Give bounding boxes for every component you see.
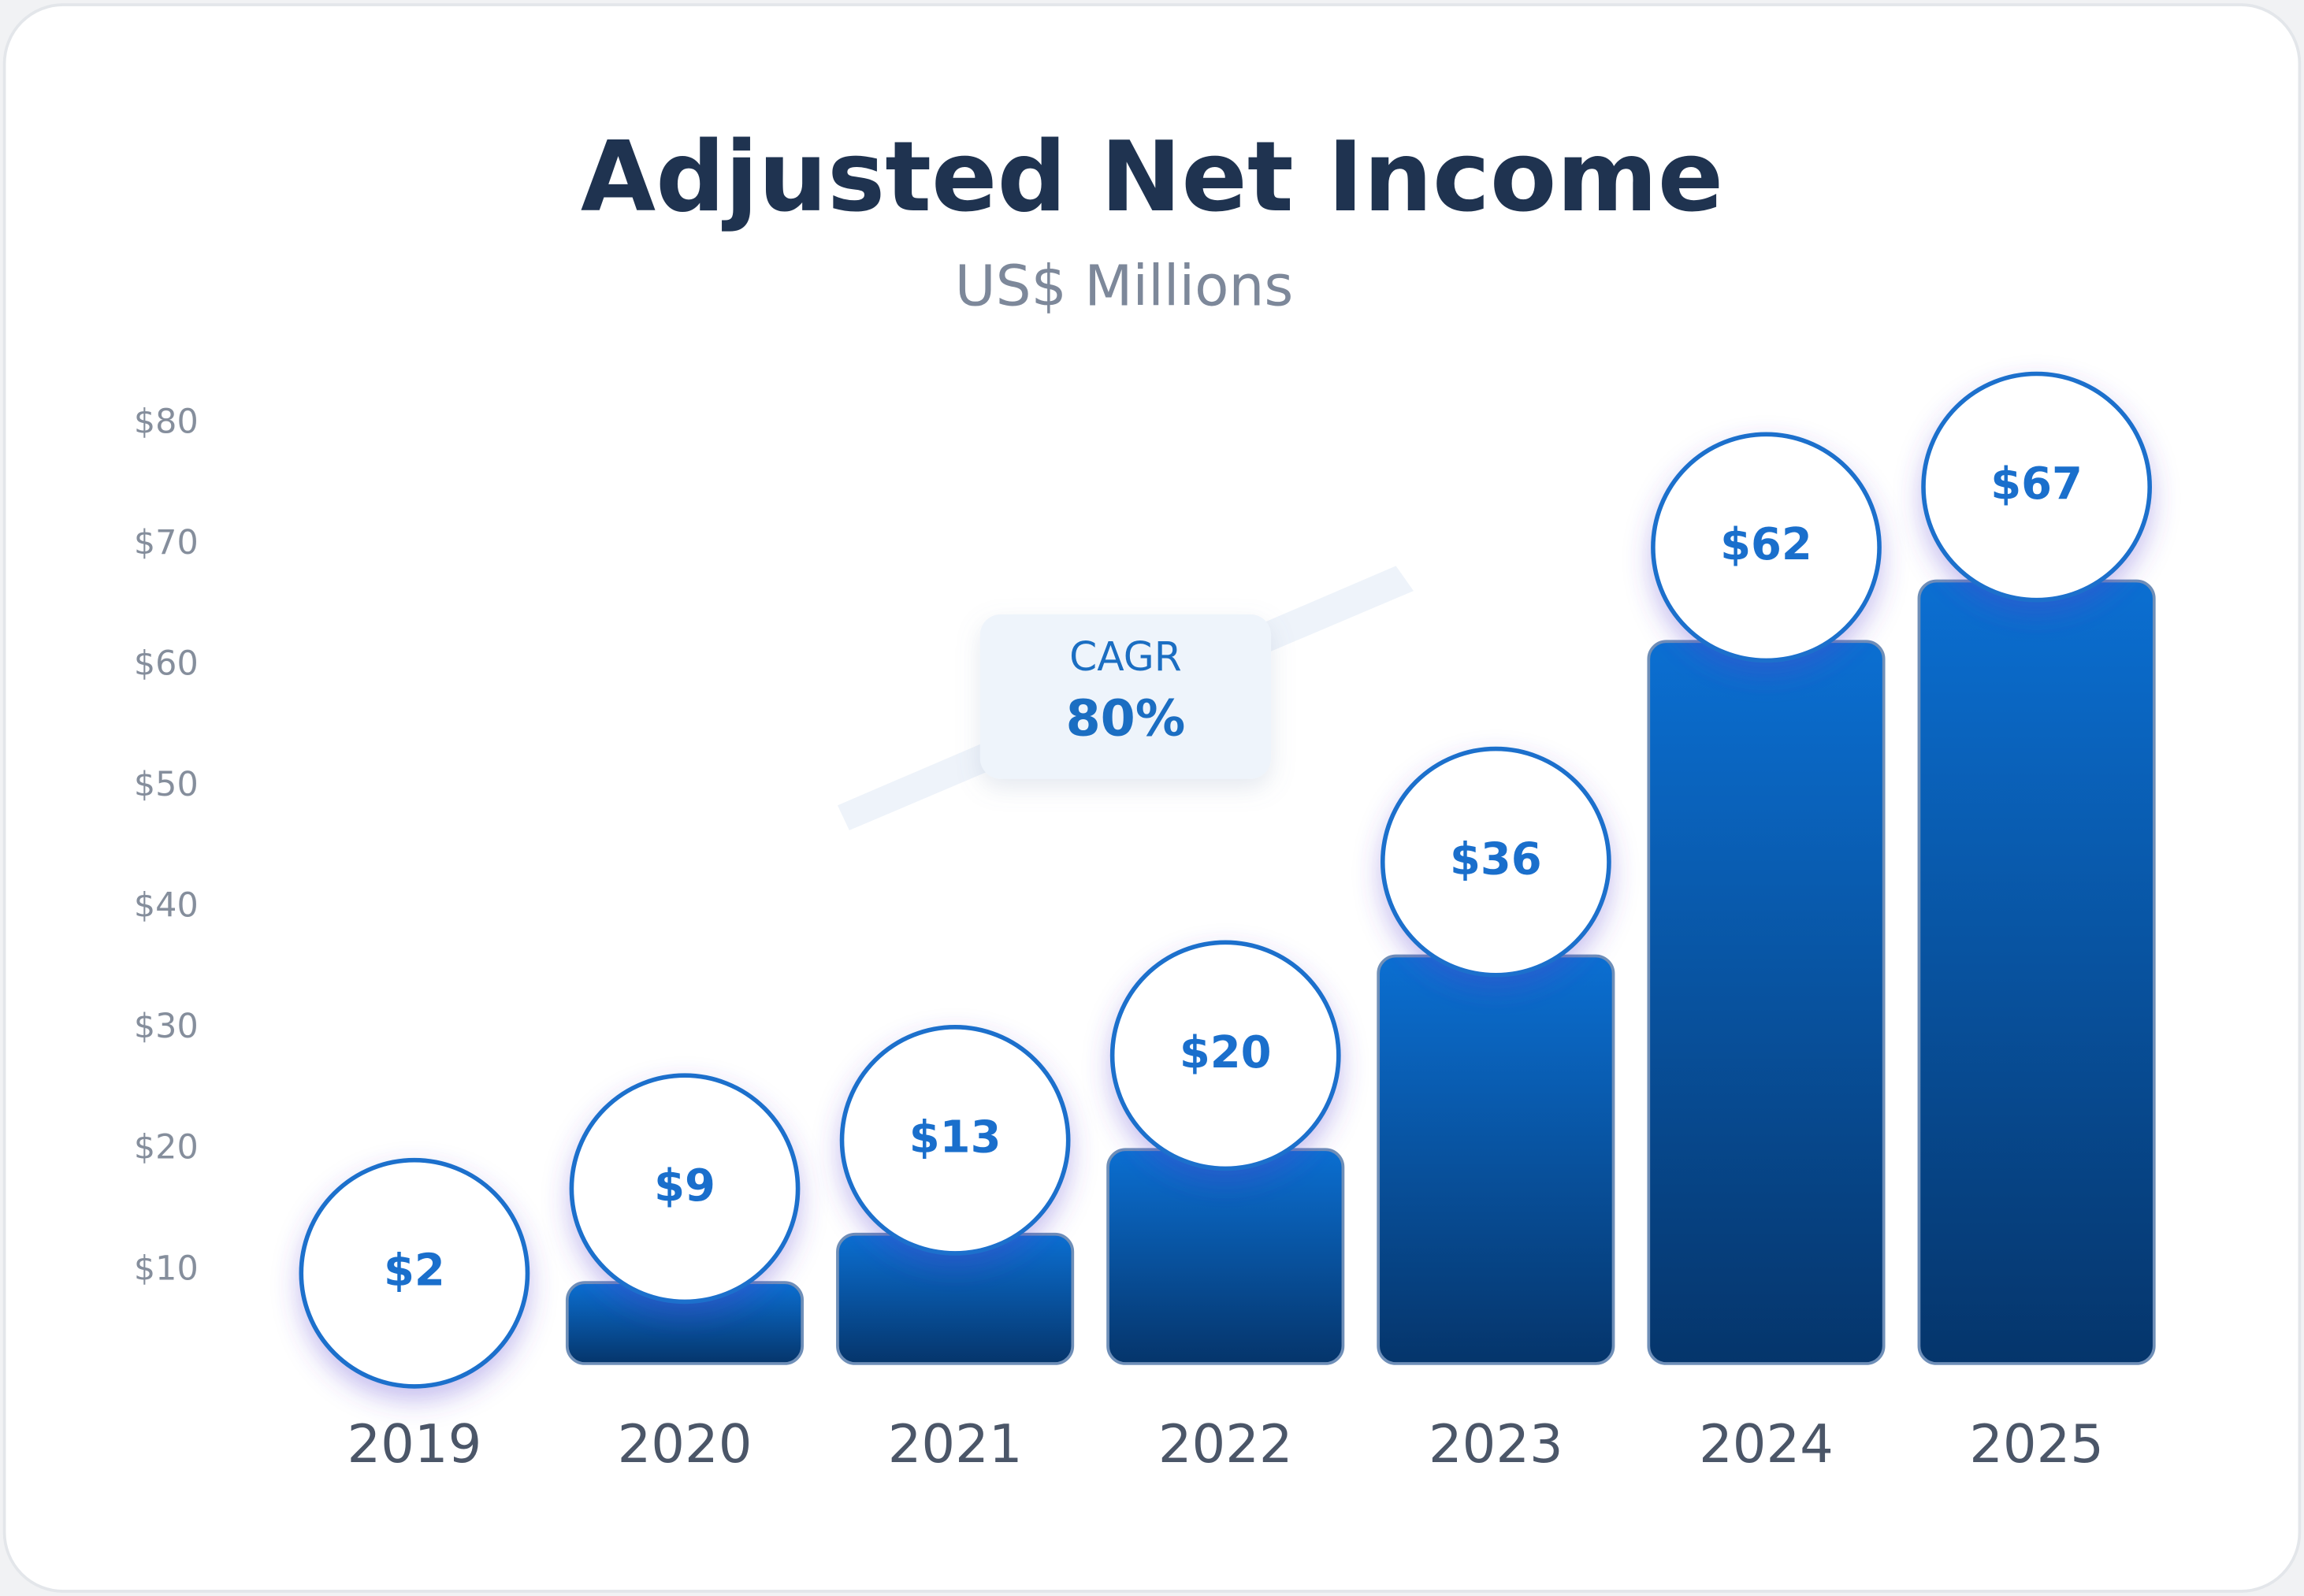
value-label: $20 xyxy=(1180,1027,1272,1078)
x-tick-label: 2021 xyxy=(888,1413,1023,1475)
y-tick-label: $60 xyxy=(134,644,199,683)
x-tick-label: 2020 xyxy=(618,1413,753,1475)
value-label: $13 xyxy=(909,1112,1001,1164)
bar xyxy=(1917,579,2156,1365)
value-bubble xyxy=(1109,940,1341,1171)
value-label: $36 xyxy=(1450,833,1542,885)
x-tick-label: 2022 xyxy=(1158,1413,1293,1475)
value-bubble xyxy=(839,1025,1071,1256)
cagr-label: CAGR xyxy=(1069,633,1182,680)
value-label: $67 xyxy=(1990,458,2083,510)
y-tick-label: $50 xyxy=(134,765,199,804)
value-label: $9 xyxy=(654,1160,715,1212)
value-bubble xyxy=(299,1157,530,1389)
value-bubble xyxy=(1651,432,1882,663)
cagr-box xyxy=(979,614,1272,779)
y-tick-label: $70 xyxy=(134,523,199,562)
chart-subtitle: US$ Millions xyxy=(955,253,1294,318)
value-label: $2 xyxy=(384,1245,445,1296)
x-tick-label: 2024 xyxy=(1699,1413,1834,1475)
bar xyxy=(1106,1148,1345,1365)
bar xyxy=(1647,640,1886,1365)
y-tick-label: $40 xyxy=(134,886,199,926)
value-label: $62 xyxy=(1720,519,1812,570)
chart-title: Adjusted Net Income xyxy=(581,121,1723,234)
x-tick-label: 2023 xyxy=(1429,1413,1563,1475)
value-bubble xyxy=(569,1073,801,1305)
value-bubble xyxy=(1380,746,1611,978)
y-tick-label: $10 xyxy=(134,1249,199,1288)
value-bubble xyxy=(1921,371,2152,603)
y-tick-label: $30 xyxy=(134,1007,199,1046)
y-tick-label: $20 xyxy=(134,1128,199,1167)
x-tick-label: 2019 xyxy=(347,1413,481,1475)
bar xyxy=(1377,954,1615,1365)
x-tick-label: 2025 xyxy=(1969,1413,2104,1475)
y-tick-label: $80 xyxy=(134,402,199,441)
cagr-value: 80% xyxy=(1066,689,1186,748)
